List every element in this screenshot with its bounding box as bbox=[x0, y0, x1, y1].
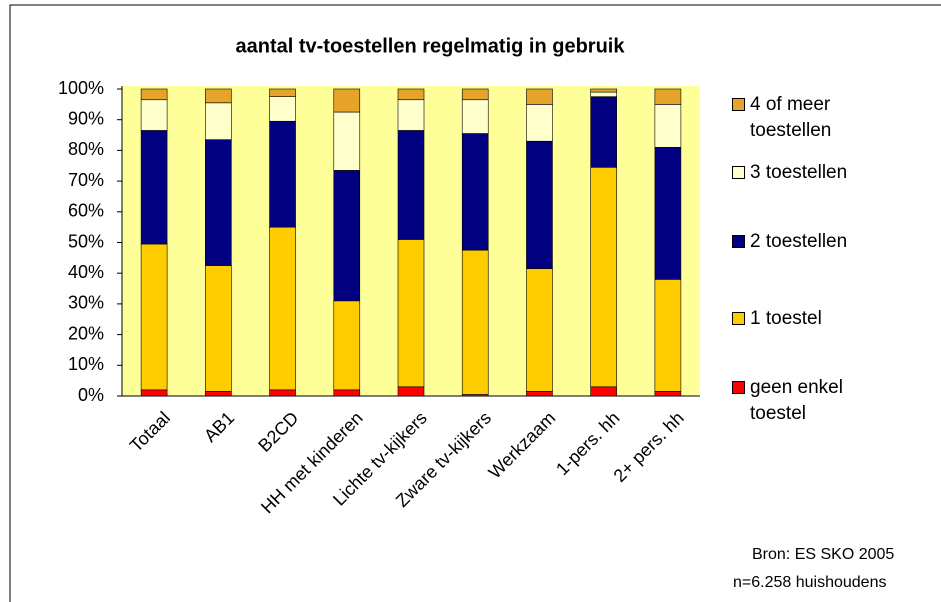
y-tick-label: 10% bbox=[68, 354, 104, 374]
y-tick-label: 50% bbox=[68, 231, 104, 251]
bar-segment bbox=[397, 88, 425, 101]
bar-segment bbox=[269, 226, 296, 391]
y-tick-label: 90% bbox=[68, 108, 104, 128]
legend-label: 1 toestel bbox=[750, 308, 822, 329]
bar-segment bbox=[526, 268, 553, 392]
bar-segment bbox=[461, 99, 489, 134]
bar-segment bbox=[140, 130, 168, 245]
legend-swatch bbox=[732, 235, 745, 248]
legend-swatch bbox=[732, 312, 745, 325]
bar-segment bbox=[269, 96, 296, 122]
bar-segment bbox=[461, 249, 489, 395]
y-tick-label: 0% bbox=[78, 385, 104, 405]
bar-segment bbox=[333, 88, 361, 113]
bar-segment bbox=[205, 265, 232, 392]
y-tick-label: 20% bbox=[68, 323, 104, 343]
legend-swatch bbox=[732, 166, 745, 179]
bar-segment bbox=[590, 96, 617, 168]
bar-segment bbox=[590, 386, 617, 397]
bar-segment bbox=[397, 130, 425, 240]
bar-segment bbox=[205, 391, 232, 397]
annotation: Bron: ES SKO 2005 bbox=[752, 546, 894, 563]
bar-segment bbox=[654, 391, 682, 397]
bar-segment bbox=[269, 389, 296, 397]
bar-segment bbox=[526, 104, 553, 142]
bar-segment bbox=[333, 389, 361, 397]
bar-segment bbox=[205, 139, 232, 266]
y-tick-label: 30% bbox=[68, 293, 104, 313]
bar-segment bbox=[397, 99, 425, 131]
bar-segment bbox=[526, 88, 553, 105]
legend-item: 1 toestel bbox=[732, 306, 890, 332]
legend-label: 2 toestellen bbox=[750, 231, 848, 252]
bar-segment bbox=[333, 170, 361, 302]
bar-segment bbox=[397, 239, 425, 388]
legend-swatch bbox=[732, 381, 745, 394]
y-tick-label: 100% bbox=[58, 78, 104, 98]
legend-label: geen enkel toestel bbox=[750, 377, 843, 424]
bar-segment bbox=[590, 91, 617, 97]
chart-title: aantal tv-toestellen regelmatig in gebru… bbox=[236, 35, 626, 57]
bar-segment bbox=[205, 88, 232, 104]
legend-item: geen enkel toestel bbox=[732, 375, 890, 427]
bar-segment bbox=[140, 99, 168, 131]
bar-segment bbox=[140, 389, 168, 397]
y-tick-label: 70% bbox=[68, 170, 104, 190]
bar-segment bbox=[461, 133, 489, 251]
bar-segment bbox=[269, 120, 296, 228]
y-tick-label: 60% bbox=[68, 201, 104, 221]
bar-segment bbox=[654, 279, 682, 392]
bar-segment bbox=[590, 88, 617, 93]
bar-segment bbox=[140, 88, 168, 101]
bar-segment bbox=[140, 243, 168, 391]
bar-segment bbox=[526, 140, 553, 269]
bar-segment bbox=[205, 102, 232, 140]
bar-segment bbox=[333, 111, 361, 171]
bar-segment bbox=[654, 147, 682, 280]
bar-segment bbox=[461, 88, 489, 101]
legend-item: 3 toestellen bbox=[732, 160, 890, 186]
bar-segment bbox=[654, 88, 682, 105]
annotation: n=6.258 huishoudens bbox=[733, 574, 886, 591]
bar-segment bbox=[590, 166, 617, 388]
bar-segment bbox=[397, 386, 425, 397]
legend-label: 4 of meer toestellen bbox=[750, 94, 832, 141]
legend-item: 2 toestellen bbox=[732, 229, 890, 255]
bar-segment bbox=[526, 391, 553, 397]
legend-label: 3 toestellen bbox=[750, 162, 848, 183]
bar-segment bbox=[333, 300, 361, 391]
bar-segment bbox=[654, 104, 682, 148]
legend-item: 4 of meer toestellen bbox=[732, 92, 890, 144]
legend-swatch bbox=[732, 98, 745, 111]
y-tick-label: 80% bbox=[68, 139, 104, 159]
bar-segment bbox=[269, 88, 296, 97]
y-tick-label: 40% bbox=[68, 262, 104, 282]
